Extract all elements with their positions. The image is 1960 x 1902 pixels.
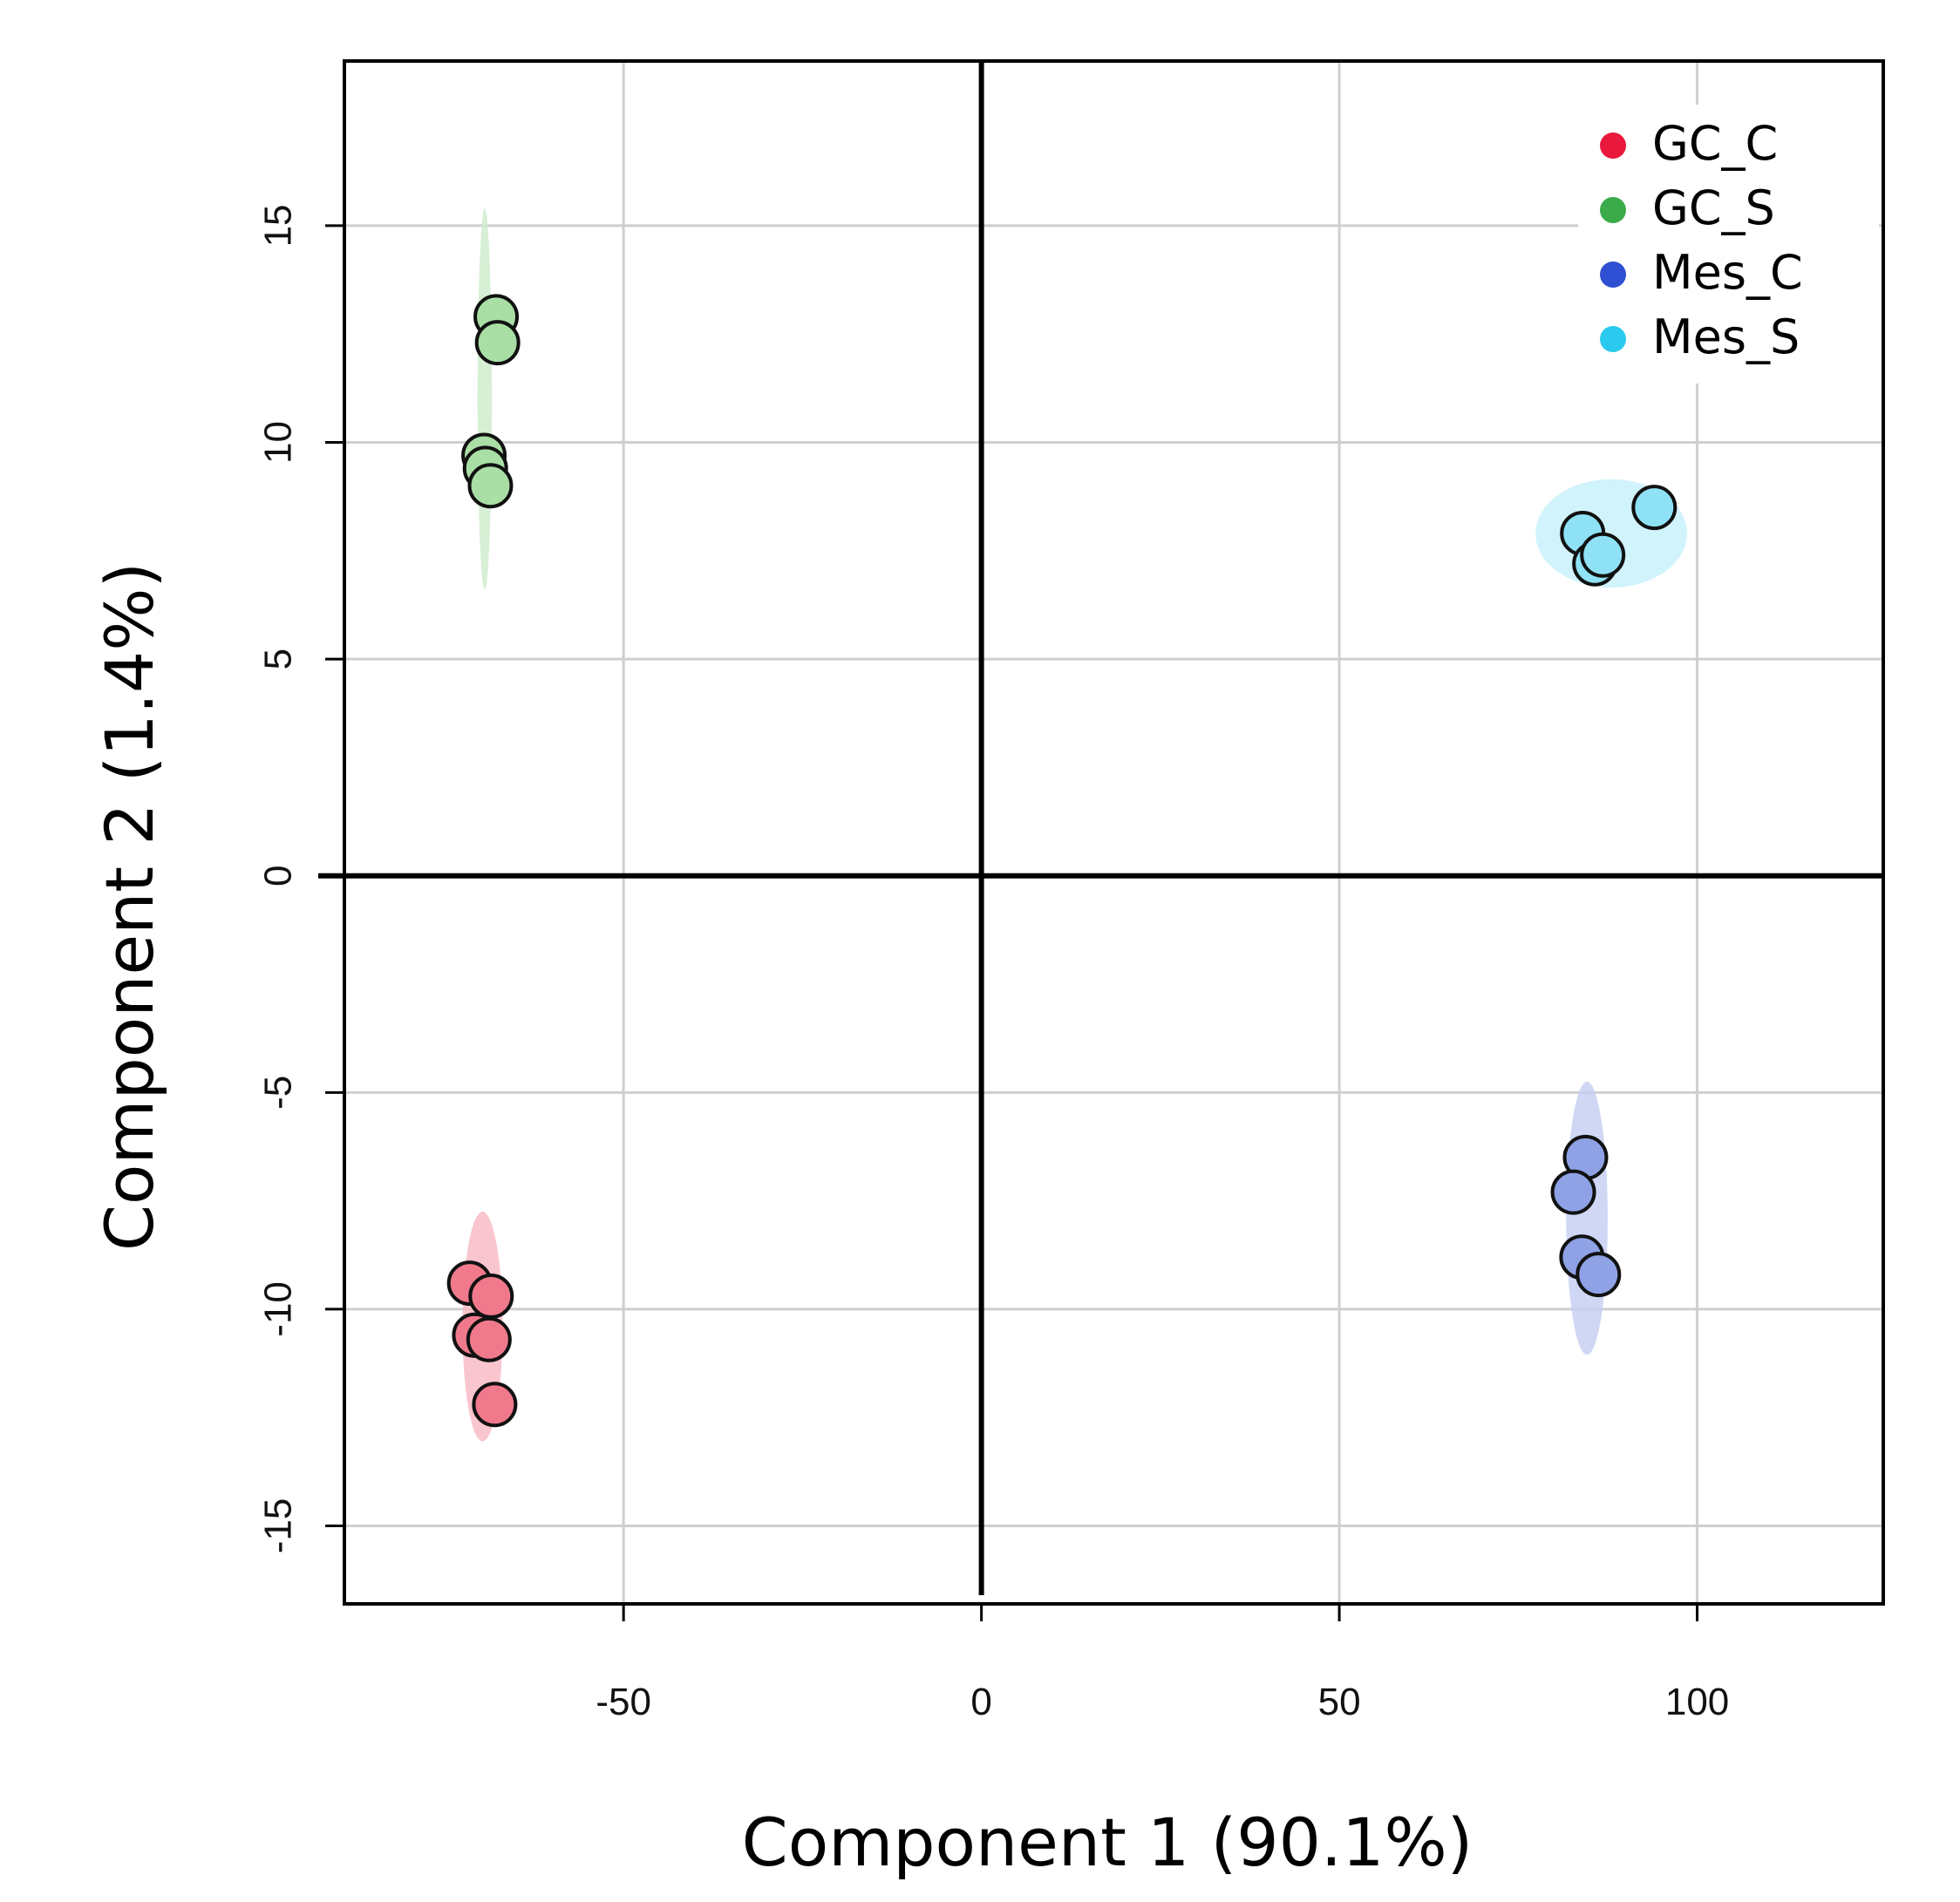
data-point-Mes_S	[1580, 532, 1626, 578]
x-tick-label: 50	[1318, 1681, 1361, 1723]
data-point-GC_S	[474, 320, 521, 366]
y-tick-label: -10	[257, 1281, 300, 1337]
data-point-GC_S	[467, 463, 514, 509]
legend-label-GC_C: GC_C	[1652, 116, 1778, 171]
y-tick-label: 5	[257, 649, 300, 669]
y-tick-label: 10	[257, 421, 300, 464]
legend-marker-GC_C	[1600, 132, 1626, 159]
y-tick-label: 0	[257, 865, 300, 886]
x-tick-label: 0	[970, 1681, 991, 1723]
plot-frame	[343, 59, 1885, 1606]
legend-label-GC_S: GC_S	[1652, 180, 1775, 235]
data-point-Mes_C	[1550, 1169, 1596, 1215]
x-axis-title: Component 1 (90.1%)	[742, 1804, 1473, 1881]
data-point-Mes_C	[1575, 1252, 1622, 1298]
data-point-Mes_S	[1631, 485, 1678, 531]
data-points	[446, 294, 1678, 1428]
confidence-ellipses	[462, 208, 1688, 1442]
zero-axes	[318, 61, 1883, 1595]
legend: GC_C GC_S Mes_C Mes_S	[1578, 105, 1879, 384]
confidence-ellipse-GC_S	[477, 208, 493, 590]
legend-label-Mes_S: Mes_S	[1652, 309, 1800, 364]
data-point-GC_C	[468, 1273, 514, 1319]
y-axis-title: Component 2 (1.4%)	[91, 562, 168, 1251]
data-point-GC_C	[472, 1382, 518, 1428]
x-tick-label: 100	[1665, 1681, 1729, 1723]
legend-box	[1578, 105, 1879, 384]
y-tick-label: 15	[257, 204, 300, 247]
x-tick-label: -50	[595, 1681, 651, 1723]
data-point-GC_C	[466, 1316, 512, 1362]
legend-marker-Mes_S	[1600, 326, 1626, 352]
legend-marker-Mes_C	[1600, 262, 1626, 288]
y-tick-label: -15	[257, 1498, 300, 1554]
legend-marker-GC_S	[1600, 197, 1626, 223]
y-tick-label: -5	[257, 1076, 300, 1110]
confidence-ellipse-Mes_C	[1566, 1081, 1608, 1355]
legend-label-Mes_C: Mes_C	[1652, 245, 1803, 300]
